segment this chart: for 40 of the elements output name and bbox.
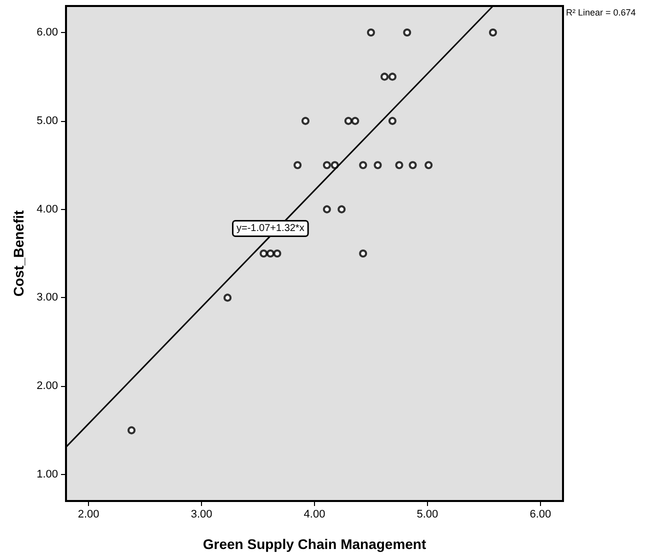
point (224, 294, 232, 302)
annotation: y=-1.07+1.32*x (236, 223, 304, 234)
point (488, 28, 497, 37)
point (403, 28, 412, 37)
point (408, 161, 417, 170)
y-axis-title: Cost_Benefit (10, 210, 27, 297)
point (359, 250, 368, 258)
point (374, 161, 382, 170)
point (388, 116, 396, 125)
point (322, 205, 331, 214)
point (330, 161, 339, 170)
point (344, 116, 352, 125)
point (359, 161, 368, 170)
point (260, 250, 268, 258)
x-tick-label: 6.00 (530, 508, 552, 520)
point (351, 116, 360, 125)
point (338, 205, 346, 214)
point (322, 161, 331, 170)
y-tick-label: 1.00 (36, 468, 58, 480)
y-tick-label: 2.00 (36, 380, 58, 392)
point (380, 72, 389, 81)
point (424, 161, 433, 170)
point (273, 250, 282, 258)
y-tick-label: 5.00 (36, 114, 58, 127)
y-tick-label: 4.00 (36, 203, 58, 216)
point (301, 116, 310, 125)
point (128, 426, 136, 434)
y-tick-label: 3.00 (36, 292, 58, 304)
x-tick-label: 5.00 (416, 508, 438, 520)
x-tick-label: 3.00 (190, 508, 212, 520)
point (366, 28, 375, 37)
x-tick-label: 4.00 (304, 508, 326, 520)
point (294, 161, 302, 170)
text: R² Linear = 0.674 (566, 8, 636, 18)
point (266, 250, 274, 258)
y-tick-label: 6.00 (36, 26, 58, 39)
point (395, 161, 404, 170)
point (388, 72, 396, 81)
x-axis-title: Green Supply Chain Management (202, 536, 426, 552)
x-tick-label: 2.00 (78, 508, 100, 520)
